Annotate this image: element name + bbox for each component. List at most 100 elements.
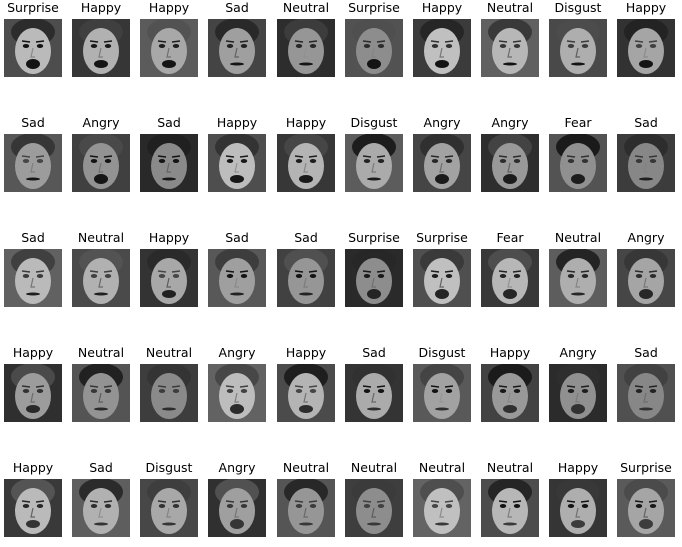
face-image xyxy=(617,134,675,192)
emotion-label: Neutral xyxy=(282,0,330,15)
emotion-label: Fear xyxy=(564,115,592,130)
emotion-label: Angry xyxy=(559,345,597,360)
face-image xyxy=(345,134,403,192)
face-image xyxy=(481,364,539,422)
emotion-label: Happy xyxy=(80,0,122,15)
face-image xyxy=(549,479,607,537)
face-image xyxy=(140,249,198,307)
emotion-label: Happy xyxy=(625,0,667,15)
emotion-label: Neutral xyxy=(145,345,193,360)
face-image xyxy=(617,249,675,307)
face-image xyxy=(208,19,266,77)
face-image xyxy=(4,479,62,537)
emotion-label: Surprise xyxy=(7,0,59,15)
face-image xyxy=(617,19,675,77)
emotion-label: Sad xyxy=(21,115,45,130)
face-image xyxy=(72,134,130,192)
face-image xyxy=(208,134,266,192)
face-image xyxy=(617,364,675,422)
face-image xyxy=(277,134,335,192)
face-image xyxy=(481,249,539,307)
emotion-label: Disgust xyxy=(350,115,398,130)
emotion-label: Neutral xyxy=(486,460,534,475)
face-image xyxy=(345,19,403,77)
emotion-label: Happy xyxy=(216,115,258,130)
emotion-label: Sad xyxy=(21,230,45,245)
face-image xyxy=(208,479,266,537)
emotion-label: Happy xyxy=(421,0,463,15)
face-image xyxy=(549,134,607,192)
face-image xyxy=(72,19,130,77)
face-image xyxy=(140,19,198,77)
face-image xyxy=(481,479,539,537)
emotion-label: Angry xyxy=(82,115,120,130)
emotion-label: Surprise xyxy=(620,460,672,475)
face-image xyxy=(345,479,403,537)
face-image xyxy=(413,134,471,192)
emotion-label: Neutral xyxy=(282,460,330,475)
emotion-label: Sad xyxy=(157,115,181,130)
emotion-label: Angry xyxy=(423,115,461,130)
emotion-label: Neutral xyxy=(77,345,125,360)
face-image xyxy=(549,19,607,77)
face-image xyxy=(413,19,471,77)
emotion-label: Happy xyxy=(557,460,599,475)
emotion-label: Surprise xyxy=(348,230,400,245)
emotion-label: Happy xyxy=(148,230,190,245)
emotion-label: Neutral xyxy=(486,0,534,15)
emotion-label: Sad xyxy=(634,345,658,360)
face-image xyxy=(140,479,198,537)
face-image xyxy=(549,249,607,307)
face-image xyxy=(140,134,198,192)
emotion-label: Disgust xyxy=(418,345,466,360)
emotion-label: Angry xyxy=(491,115,529,130)
face-image xyxy=(4,249,62,307)
face-image xyxy=(140,364,198,422)
face-image xyxy=(481,134,539,192)
emotion-label: Fear xyxy=(496,230,524,245)
emotion-label: Happy xyxy=(285,115,327,130)
face-image xyxy=(277,19,335,77)
emotion-label: Angry xyxy=(218,345,256,360)
emotion-label: Neutral xyxy=(77,230,125,245)
face-image xyxy=(413,364,471,422)
emotion-label: Sad xyxy=(225,230,249,245)
face-image xyxy=(413,479,471,537)
emotion-label: Sad xyxy=(362,345,386,360)
face-image xyxy=(277,364,335,422)
face-image xyxy=(72,364,130,422)
face-image xyxy=(277,479,335,537)
face-image xyxy=(277,249,335,307)
face-image xyxy=(208,364,266,422)
face-image xyxy=(481,19,539,77)
face-image xyxy=(617,479,675,537)
emotion-label: Sad xyxy=(225,0,249,15)
face-image xyxy=(72,479,130,537)
emotion-label: Sad xyxy=(294,230,318,245)
face-image xyxy=(72,249,130,307)
face-image xyxy=(4,134,62,192)
emotion-label: Sad xyxy=(634,115,658,130)
face-image xyxy=(345,364,403,422)
emotion-label: Happy xyxy=(148,0,190,15)
face-image xyxy=(4,19,62,77)
emotion-label: Surprise xyxy=(416,230,468,245)
emotion-label: Neutral xyxy=(418,460,466,475)
face-image xyxy=(4,364,62,422)
face-image xyxy=(413,249,471,307)
face-image xyxy=(549,364,607,422)
emotion-label: Surprise xyxy=(348,0,400,15)
emotion-label: Neutral xyxy=(554,230,602,245)
face-image xyxy=(208,249,266,307)
emotion-label: Neutral xyxy=(350,460,398,475)
face-image xyxy=(345,249,403,307)
emotion-label: Happy xyxy=(489,345,531,360)
emotion-label: Disgust xyxy=(145,460,193,475)
emotion-label: Sad xyxy=(89,460,113,475)
emotion-label: Happy xyxy=(12,460,54,475)
emotion-label: Disgust xyxy=(554,0,602,15)
emotion-label: Angry xyxy=(218,460,256,475)
emotion-label: Happy xyxy=(285,345,327,360)
emotion-label: Happy xyxy=(12,345,54,360)
